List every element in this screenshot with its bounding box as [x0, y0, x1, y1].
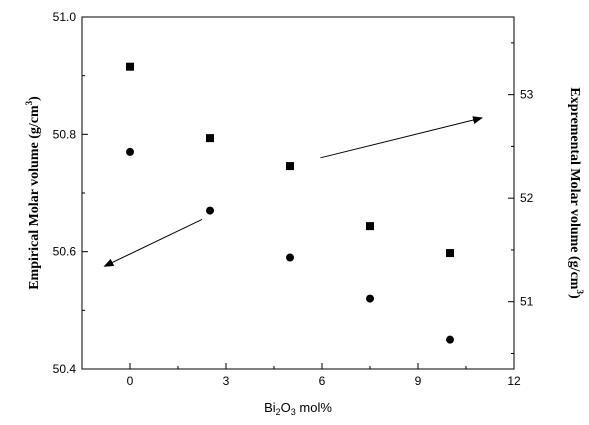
x-tick-label: 6 [319, 374, 326, 388]
y-left-tick-label: 51.0 [53, 10, 77, 24]
y-left-tick-label: 50.4 [53, 362, 77, 376]
x-tick-label: 3 [223, 374, 230, 388]
circle-data-point [126, 147, 134, 156]
right-axis-arrow [320, 116, 483, 159]
square-data-point [286, 162, 294, 171]
x-axis-title: Bi2O3 mol% [264, 400, 332, 417]
square-data-point [126, 62, 134, 71]
ticks-layer: 0 3 6 9 12 50.4 50.6 50.8 51.0 51 52 53 [53, 10, 534, 388]
plot-frame [81, 16, 515, 370]
annotation-layer [103, 116, 483, 267]
y-right-tick-label: 52 [520, 191, 534, 205]
right-axis-title: Expremental Molar volume (g/cm3) [567, 87, 585, 299]
circle-data-point [446, 335, 454, 344]
square-data-point [366, 222, 374, 231]
circle-data-point [206, 206, 214, 215]
circle-data-point [366, 294, 374, 303]
x-tick-label: 9 [415, 374, 422, 388]
points-layer [126, 62, 454, 344]
y-left-tick-label: 50.8 [53, 127, 77, 141]
y-left-tick-label: 50.6 [53, 245, 77, 259]
y-right-tick-label: 53 [520, 88, 534, 102]
left-axis-arrow [103, 218, 203, 267]
square-data-point [206, 134, 214, 143]
left-axis-title: Empirical Molar volume (g/cm3) [24, 96, 42, 290]
x-tick-label: 0 [127, 374, 134, 388]
square-data-point [446, 249, 454, 258]
y-right-tick-label: 51 [520, 295, 534, 309]
x-tick-label: 12 [507, 374, 521, 388]
circle-data-point [286, 253, 294, 262]
